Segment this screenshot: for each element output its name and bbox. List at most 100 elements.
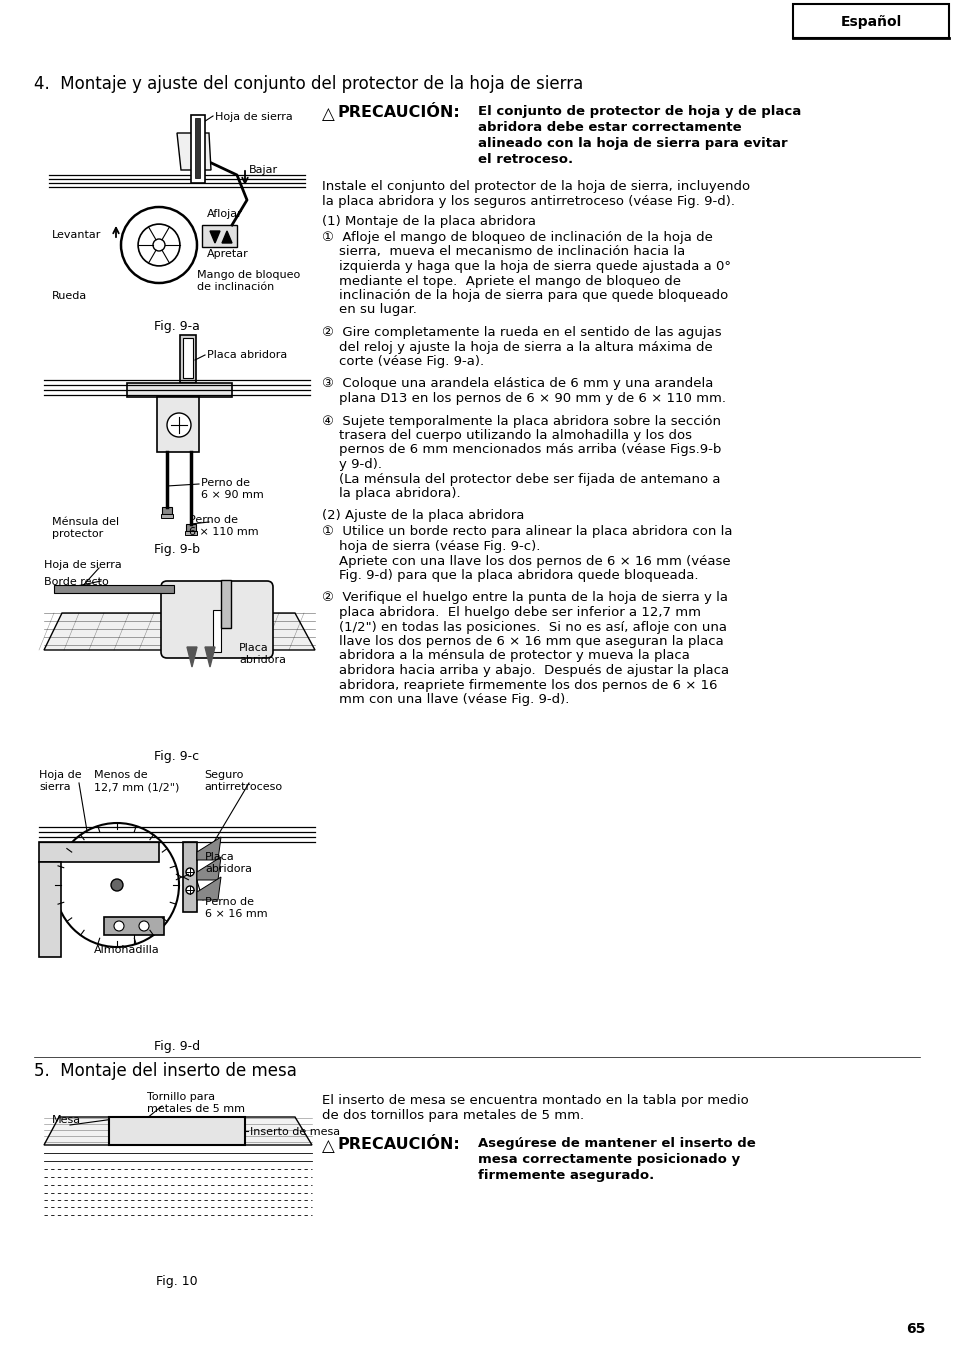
Text: △: △	[322, 105, 335, 123]
Bar	[194, 118, 200, 178]
Bar	[39, 862, 61, 957]
Circle shape	[216, 1125, 229, 1138]
Text: Borde recto: Borde recto	[44, 577, 109, 586]
Text: sierra,  mueva el mecanismo de inclinación hacia la: sierra, mueva el mecanismo de inclinació…	[322, 246, 684, 258]
Text: Fig. 10: Fig. 10	[156, 1275, 197, 1288]
Bar	[180, 335, 195, 382]
Text: ①  Afloje el mango de bloqueo de inclinación de la hoja de: ① Afloje el mango de bloqueo de inclinac…	[322, 231, 712, 245]
Text: Bajar: Bajar	[249, 165, 278, 176]
Text: Inserto de mesa: Inserto de mesa	[250, 1127, 340, 1138]
Circle shape	[55, 823, 179, 947]
Text: y 9-d).: y 9-d).	[322, 458, 381, 471]
Text: Apretar: Apretar	[207, 249, 249, 259]
Bar	[161, 513, 172, 517]
Circle shape	[186, 867, 193, 875]
Text: abridora hacia arriba y abajo.  Después de ajustar la placa: abridora hacia arriba y abajo. Después d…	[322, 663, 728, 677]
FancyBboxPatch shape	[161, 581, 273, 658]
Circle shape	[186, 886, 193, 894]
Text: mediante el tope.  Apriete el mango de bloqueo de: mediante el tope. Apriete el mango de bl…	[322, 274, 680, 288]
Text: de dos tornillos para metales de 5 mm.: de dos tornillos para metales de 5 mm.	[322, 1109, 583, 1121]
Bar	[162, 507, 172, 513]
Bar	[191, 115, 205, 182]
Text: del reloj y ajuste la hoja de sierra a la altura máxima de: del reloj y ajuste la hoja de sierra a l…	[322, 340, 712, 354]
Polygon shape	[210, 231, 220, 243]
Text: metales de 5 mm: metales de 5 mm	[147, 1104, 245, 1115]
Polygon shape	[44, 1117, 312, 1146]
Text: Hoja de: Hoja de	[39, 770, 82, 780]
Bar	[185, 531, 196, 535]
Text: el retroceso.: el retroceso.	[477, 153, 573, 166]
Text: la placa abridora).: la placa abridora).	[322, 486, 460, 500]
Text: corte (véase Fig. 9-a).: corte (véase Fig. 9-a).	[322, 355, 483, 367]
Text: abridora debe estar correctamente: abridora debe estar correctamente	[477, 122, 740, 134]
Text: Hoja de sierra: Hoja de sierra	[214, 112, 293, 122]
Text: Menos de: Menos de	[94, 770, 148, 780]
Text: mesa correctamente posicionado y: mesa correctamente posicionado y	[477, 1152, 740, 1166]
Text: ①  Utilice un borde recto para alinear la placa abridora con la: ① Utilice un borde recto para alinear la…	[322, 526, 732, 539]
Text: 6 × 16 mm: 6 × 16 mm	[205, 909, 268, 919]
Bar	[127, 382, 232, 397]
Bar	[104, 917, 164, 935]
Text: Perno de: Perno de	[189, 515, 237, 526]
Circle shape	[152, 239, 165, 251]
Text: ②  Verifique el huelgo entre la punta de la hoja de sierra y la: ② Verifique el huelgo entre la punta de …	[322, 592, 727, 604]
Polygon shape	[205, 647, 214, 667]
Text: antirretroceso: antirretroceso	[204, 782, 282, 792]
Text: El inserto de mesa se encuentra montado en la tabla por medio: El inserto de mesa se encuentra montado …	[322, 1094, 748, 1106]
Text: izquierda y haga que la hoja de sierra quede ajustada a 0°: izquierda y haga que la hoja de sierra q…	[322, 259, 730, 273]
Text: Fig. 9-d) para que la placa abridora quede bloqueada.: Fig. 9-d) para que la placa abridora que…	[322, 569, 698, 582]
Text: pernos de 6 mm mencionados más arriba (véase Figs.9-b: pernos de 6 mm mencionados más arriba (v…	[322, 443, 720, 457]
Text: Español: Español	[840, 15, 901, 28]
Text: llave los dos pernos de 6 × 16 mm que aseguran la placa: llave los dos pernos de 6 × 16 mm que as…	[322, 635, 723, 648]
Text: Apriete con una llave los dos pernos de 6 × 16 mm (véase: Apriete con una llave los dos pernos de …	[322, 554, 730, 567]
Text: abridora a la ménsula de protector y mueva la placa: abridora a la ménsula de protector y mue…	[322, 650, 689, 662]
Text: Fig. 9-a: Fig. 9-a	[153, 320, 200, 332]
Text: la placa abridora y los seguros antirretroceso (véase Fig. 9-d).: la placa abridora y los seguros antirret…	[322, 195, 734, 208]
Text: Levantar: Levantar	[52, 230, 101, 240]
Text: Tornillo para: Tornillo para	[147, 1092, 214, 1102]
Text: (1/2") en todas las posiciones.  Si no es así, afloje con una: (1/2") en todas las posiciones. Si no es…	[322, 620, 726, 634]
Bar	[186, 524, 195, 531]
Text: Perno de: Perno de	[205, 897, 253, 907]
Polygon shape	[177, 132, 211, 170]
Bar	[157, 397, 199, 453]
Text: 12,7 mm (1/2"): 12,7 mm (1/2")	[94, 782, 179, 792]
Text: placa abridora.  El huelgo debe ser inferior a 12,7 mm: placa abridora. El huelgo debe ser infer…	[322, 607, 700, 619]
Text: sierra: sierra	[39, 782, 71, 792]
Text: Hoja de sierra: Hoja de sierra	[44, 561, 122, 570]
Bar	[183, 338, 193, 378]
Circle shape	[125, 1125, 137, 1138]
Text: plana D13 en los pernos de 6 × 90 mm y de 6 × 110 mm.: plana D13 en los pernos de 6 × 90 mm y d…	[322, 392, 725, 405]
Text: abridora, reapriete firmemente los dos pernos de 6 × 16: abridora, reapriete firmemente los dos p…	[322, 678, 717, 692]
Text: protector: protector	[52, 530, 103, 539]
Bar	[183, 842, 196, 912]
Text: Fig. 9-d: Fig. 9-d	[153, 1040, 200, 1052]
Bar	[221, 580, 231, 628]
Text: PRECAUCIÓN:: PRECAUCIÓN:	[337, 105, 460, 120]
Circle shape	[111, 880, 123, 892]
Text: ②  Gire completamente la rueda en el sentido de las agujas: ② Gire completamente la rueda en el sent…	[322, 326, 720, 339]
Text: en su lugar.: en su lugar.	[322, 304, 416, 316]
Text: Ménsula del: Ménsula del	[52, 517, 119, 527]
Text: 5.  Montaje del inserto de mesa: 5. Montaje del inserto de mesa	[34, 1062, 296, 1079]
Text: (2) Ajuste de la placa abridora: (2) Ajuste de la placa abridora	[322, 509, 524, 523]
Bar	[109, 1117, 245, 1146]
Text: firmemente asegurado.: firmemente asegurado.	[477, 1169, 654, 1182]
Text: Fig. 9-b: Fig. 9-b	[153, 543, 200, 557]
Text: inclinación de la hoja de sierra para que quede bloqueado: inclinación de la hoja de sierra para qu…	[322, 289, 727, 303]
Text: hoja de sierra (véase Fig. 9-c).: hoja de sierra (véase Fig. 9-c).	[322, 540, 539, 553]
Text: △: △	[322, 1138, 335, 1155]
Text: Mesa: Mesa	[52, 1115, 81, 1125]
Text: Almohadilla: Almohadilla	[94, 944, 159, 955]
Text: PRECAUCIÓN:: PRECAUCIÓN:	[337, 1138, 460, 1152]
Text: (La ménsula del protector debe ser fijada de antemano a: (La ménsula del protector debe ser fijad…	[322, 473, 720, 485]
Bar	[39, 842, 159, 862]
Text: Mango de bloqueo: Mango de bloqueo	[196, 270, 300, 280]
Text: Perno de: Perno de	[201, 478, 250, 488]
Text: Seguro: Seguro	[204, 770, 243, 780]
Text: El conjunto de protector de hoja y de placa: El conjunto de protector de hoja y de pl…	[477, 105, 801, 118]
Bar	[54, 585, 173, 593]
Text: de inclinación: de inclinación	[196, 282, 274, 292]
Text: Instale el conjunto del protector de la hoja de sierra, incluyendo: Instale el conjunto del protector de la …	[322, 180, 749, 193]
Text: Placa
abridora: Placa abridora	[239, 643, 286, 665]
